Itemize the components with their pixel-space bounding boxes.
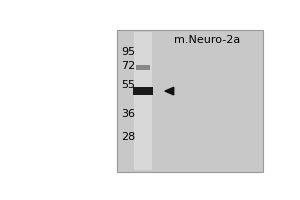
Text: 55: 55 [122,80,136,90]
Text: 72: 72 [121,61,136,71]
Bar [117,30,263,172]
Bar [136,65,150,70]
Polygon shape [165,87,174,95]
Text: 28: 28 [121,132,136,142]
Bar [134,32,152,170]
Text: 95: 95 [122,47,136,57]
Text: m.Neuro-2a: m.Neuro-2a [174,35,241,45]
Bar [133,87,153,95]
Text: 36: 36 [122,109,136,119]
